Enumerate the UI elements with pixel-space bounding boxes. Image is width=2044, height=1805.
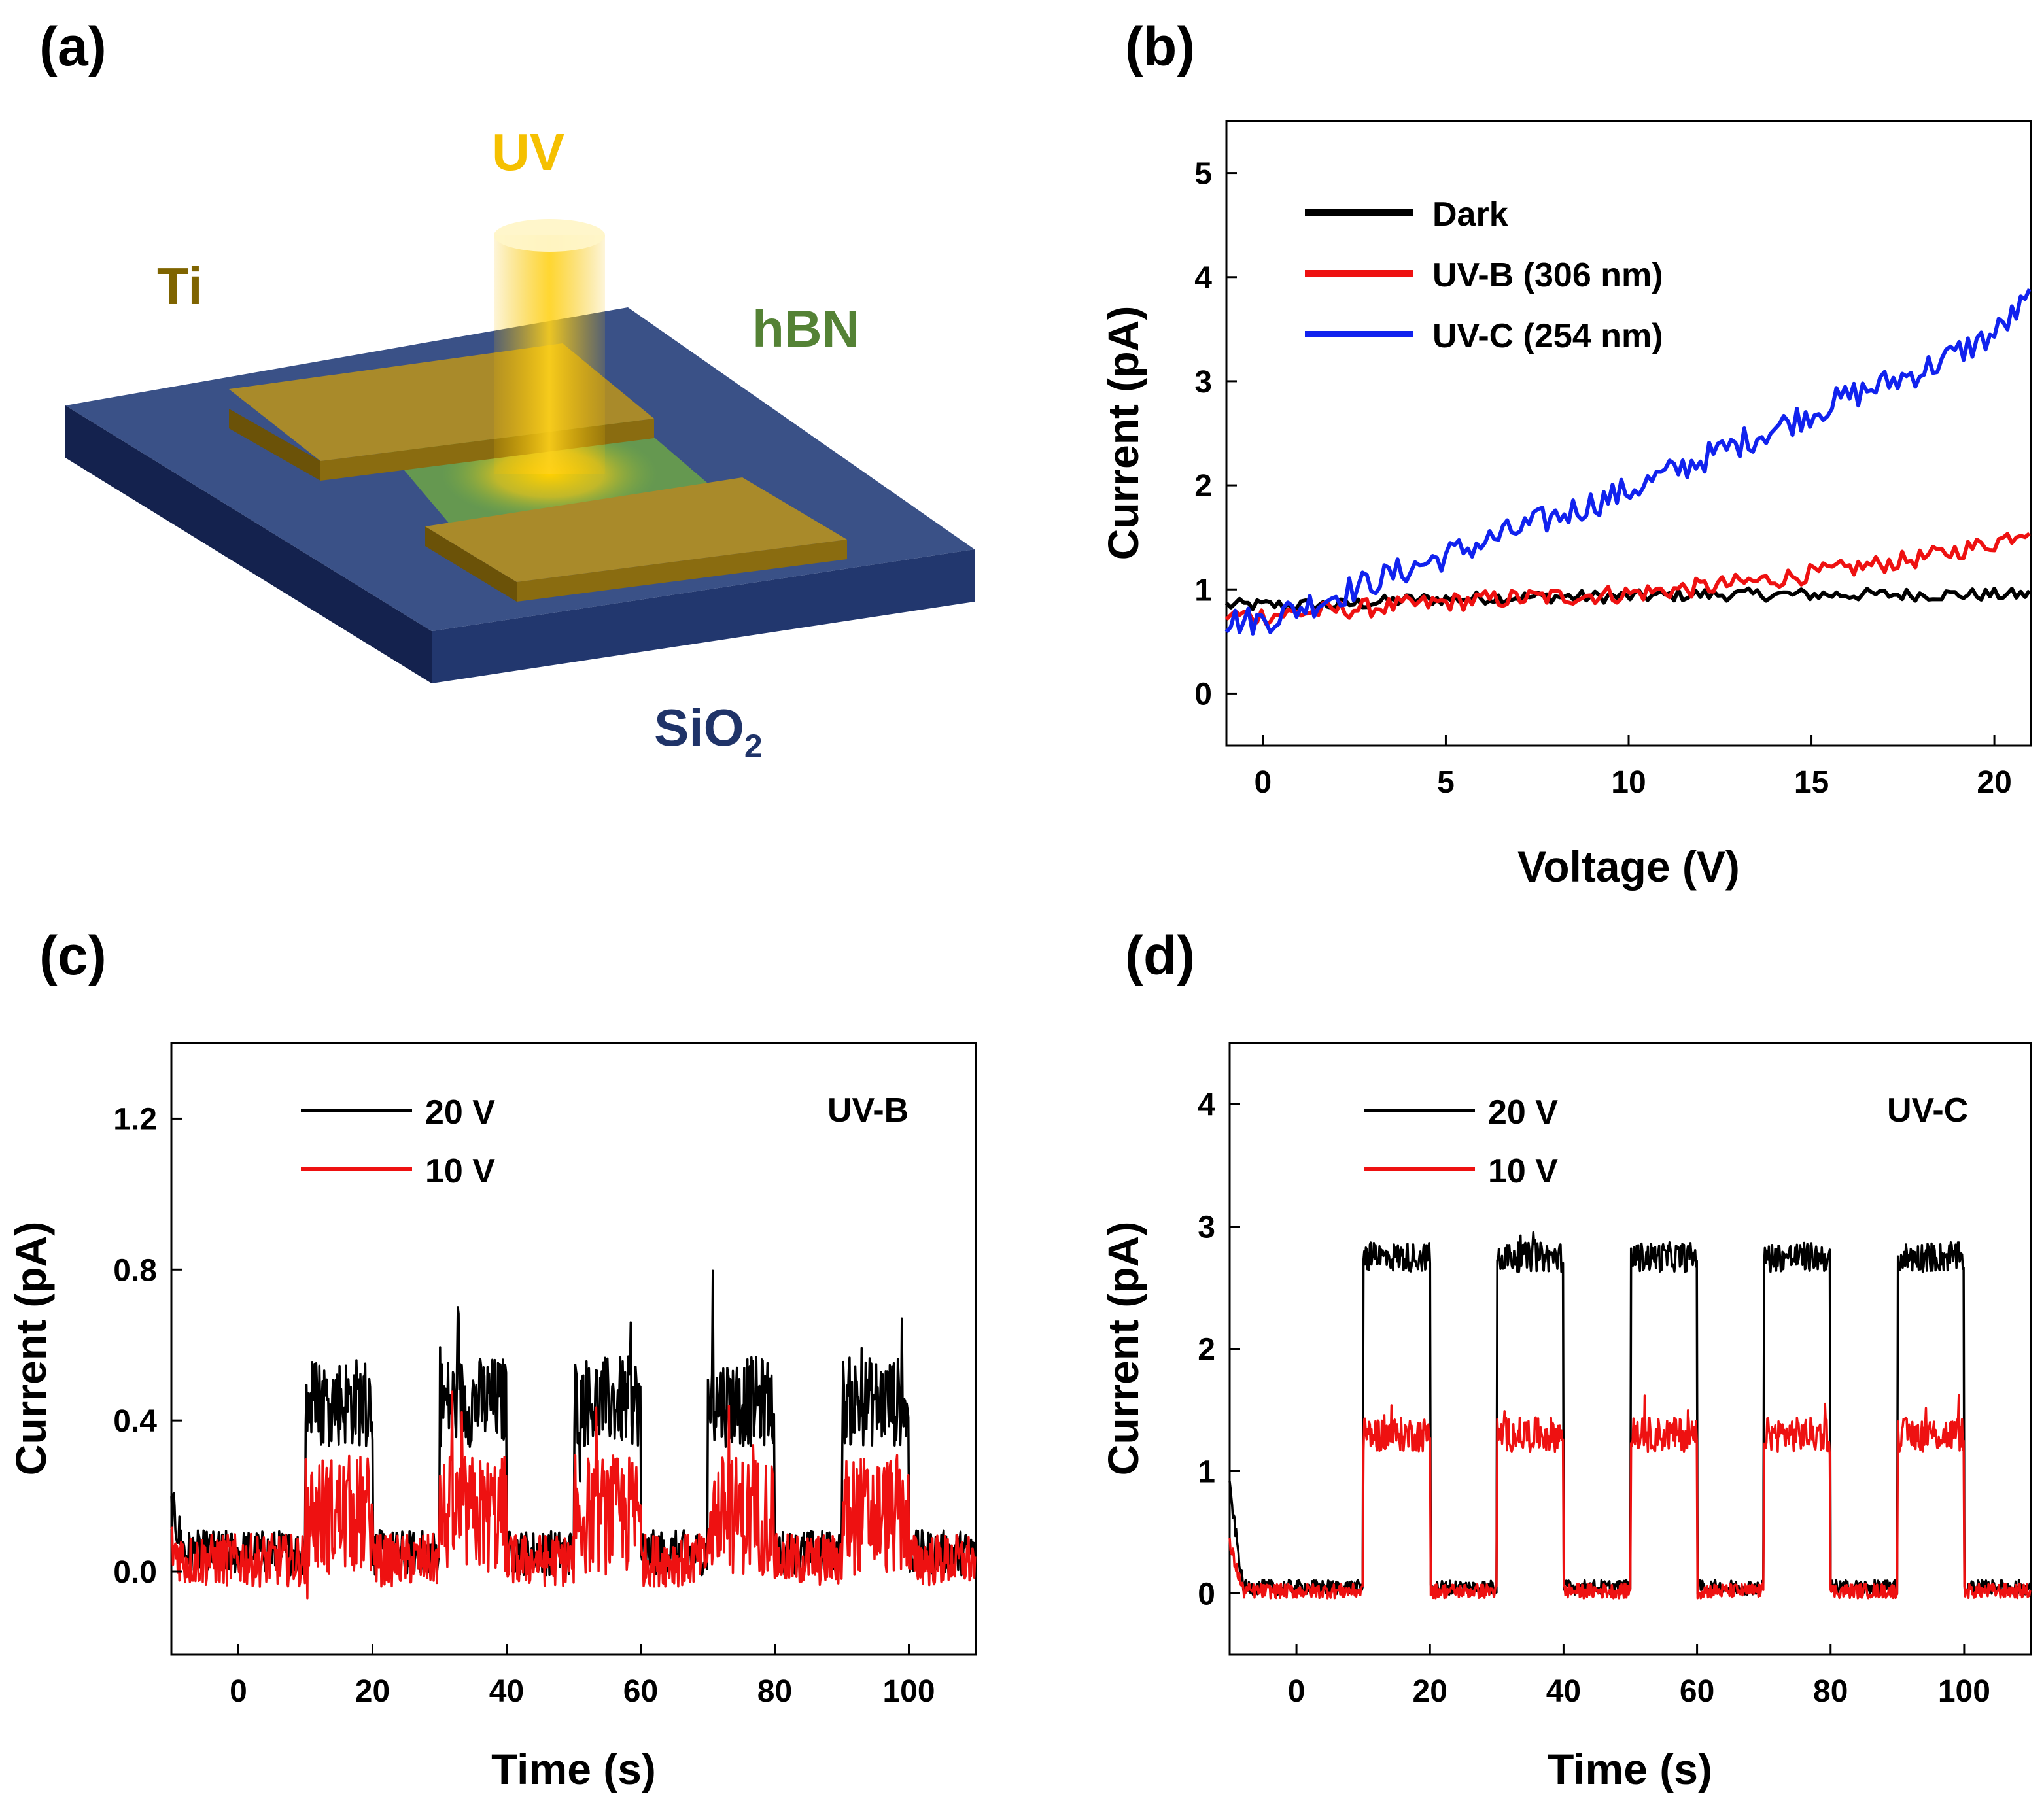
plot-frame-c [170,1042,977,1656]
series-line-10v-c [170,1390,977,1600]
series-group-c [170,1269,977,1600]
x-tick-label: 0 [1288,1674,1306,1709]
y-tick-label: 0.0 [113,1555,157,1590]
chart-c: (c) 0 20 40 60 80 100 0.0 0.4 0.8 1.2 20 V 10 V U… [7,925,977,1793]
x-tick-label: 40 [1546,1674,1581,1709]
ticks-group-b: 0 5 10 15 20 0 1 2 3 4 5 [1194,157,2011,800]
legend-label-uvc: UV-C (254 nm) [1432,317,1663,355]
x-tick-label: 0 [230,1674,247,1709]
uv-beam-top [494,219,605,252]
x-tick-label: 40 [489,1674,524,1709]
panel-label-b: (b) [1125,16,1195,77]
x-axis-label-b: Voltage (V) [1517,842,1740,891]
y-axis-label-b: Current (pA) [1099,306,1147,560]
y-tick-label: 0 [1198,1577,1215,1612]
x-tick-label: 5 [1437,765,1455,800]
ti-electrode-top-side [229,409,320,481]
series-group-d [1228,1231,2032,1600]
legend-label-20v-d: 20 V [1488,1093,1558,1131]
panel-a: (a) UV Ti hBN SiO2 [39,16,975,765]
x-tick-label: 20 [1977,765,2011,800]
ti-electrode-bottom [425,477,847,582]
x-axis-label-c: Time (s) [491,1745,656,1793]
ti-electrode-bottom-side [425,526,517,602]
x-tick-label: 80 [1813,1674,1848,1709]
panel-label-d: (d) [1125,925,1195,986]
x-tick-label: 10 [1611,765,1646,800]
x-tick-label: 100 [1938,1674,1990,1709]
x-tick-label: 60 [623,1674,658,1709]
annotation-uvc: UV-C [1887,1092,1968,1129]
y-tick-label: 4 [1194,261,1212,296]
series-group-b [1224,288,2032,636]
y-tick-label: 1.2 [113,1102,157,1137]
ticks-group-c: 0 20 40 60 80 100 0.0 0.4 0.8 1.2 [113,1102,935,1709]
x-tick-label: 20 [1413,1674,1447,1709]
y-tick-label: 0.8 [113,1253,157,1288]
y-tick-label: 3 [1198,1211,1215,1245]
hbn-label: hBN [752,300,859,358]
chart-b: (b) 0 5 10 15 20 0 1 2 3 4 5 Dark UV-B (306 nm) UV… [1099,16,2032,891]
series-line-uv-c-254-nm [1224,288,2032,636]
x-tick-label: 80 [757,1674,792,1709]
y-tick-label: 2 [1194,469,1212,504]
x-tick-label: 15 [1794,765,1829,800]
sio2-label-main: SiO [654,698,744,757]
y-tick-label: 4 [1198,1088,1215,1123]
ti-electrode-bottom-front [517,540,847,602]
y-axis-label-c: Current (pA) [7,1222,55,1476]
x-tick-label: 0 [1255,765,1272,800]
x-axis-label-d: Time (s) [1548,1745,1712,1793]
y-tick-label: 5 [1194,157,1212,192]
sio2-label-subscript: 2 [744,728,763,765]
y-axis-label-d: Current (pA) [1099,1222,1147,1476]
legend-b: Dark UV-B (306 nm) UV-C (254 nm) [1305,196,1663,355]
x-tick-label: 20 [355,1674,390,1709]
ti-label: Ti [157,257,203,315]
legend-label-uvb: UV-B (306 nm) [1432,256,1663,294]
y-tick-label: 2 [1198,1333,1215,1367]
y-tick-label: 3 [1194,365,1212,400]
series-line-uv-b-306-nm [1224,532,2031,627]
substrate-side-front [432,549,975,683]
panel-label-a: (a) [39,16,107,77]
legend-d: 20 V 10 V [1364,1093,1558,1190]
x-tick-label: 60 [1680,1674,1714,1709]
panel-label-c: (c) [39,925,107,986]
y-tick-label: 1 [1198,1455,1215,1490]
series-line-10v-d [1228,1394,2032,1600]
uv-beam [494,235,605,474]
uv-label: UV [492,123,564,181]
legend-label-10v-c: 10 V [425,1152,495,1190]
y-tick-label: 0.4 [113,1404,157,1439]
legend-c: 20 V 10 V [301,1093,495,1190]
ticks-group-d: 0 20 40 60 80 100 0 1 2 3 4 [1198,1088,1990,1710]
y-tick-label: 1 [1194,573,1212,608]
chart-d: (d) 0 20 40 60 80 100 0 1 2 3 4 20 V 10 V UV-C Tim… [1099,925,2032,1793]
sio2-label: SiO2 [654,698,763,765]
substrate-side-left [65,405,432,683]
legend-label-10v-d: 10 V [1488,1152,1558,1190]
legend-label-20v-c: 20 V [425,1093,495,1131]
legend-label-dark: Dark [1432,196,1508,233]
annotation-uvb: UV-B [827,1092,909,1129]
x-tick-label: 100 [882,1674,935,1709]
y-tick-label: 0 [1194,677,1212,712]
